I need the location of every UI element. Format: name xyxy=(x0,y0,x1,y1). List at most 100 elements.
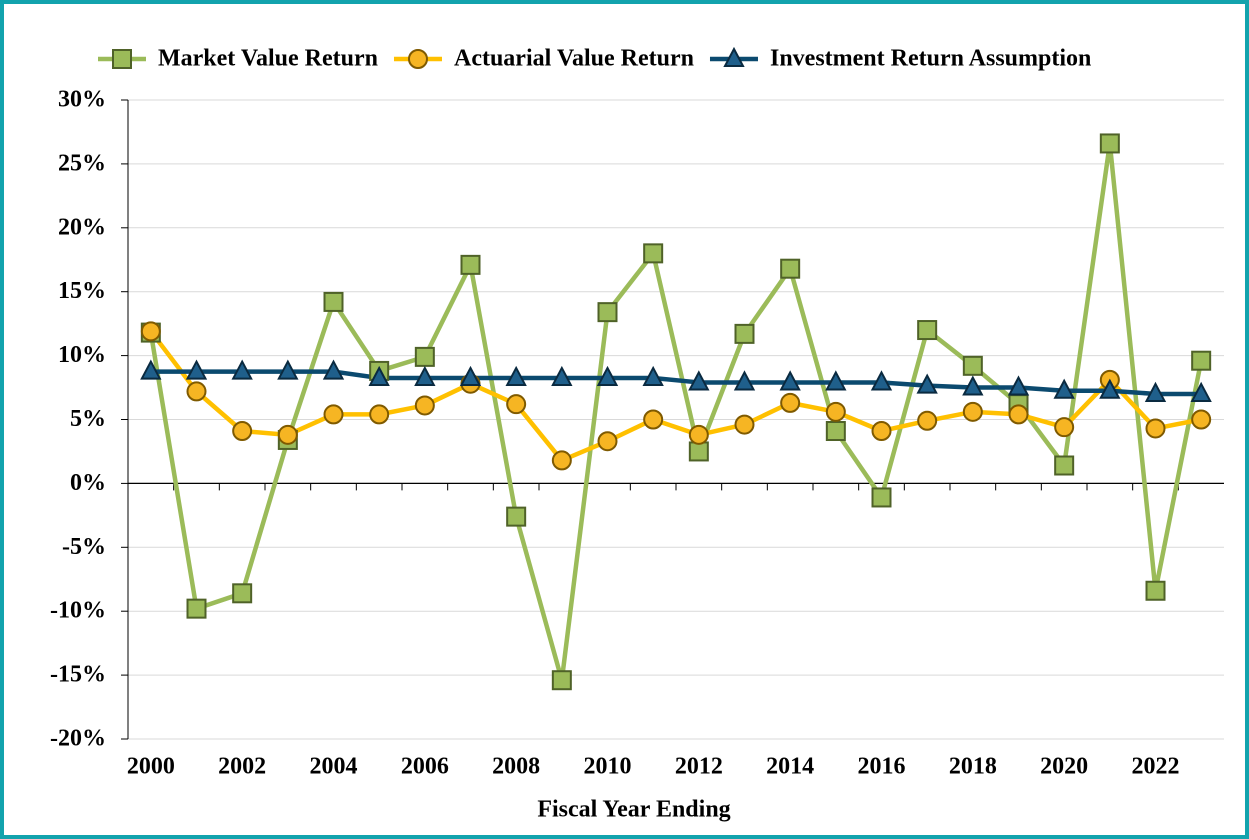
marker xyxy=(551,670,572,691)
marker xyxy=(1145,418,1166,439)
marker xyxy=(506,394,527,415)
x-tick-label: 2022 xyxy=(1132,754,1180,780)
marker xyxy=(917,410,938,431)
x-tick-label: 2002 xyxy=(218,754,266,780)
series-line xyxy=(150,369,1202,397)
marker xyxy=(916,373,938,394)
marker xyxy=(185,359,208,380)
marker xyxy=(551,450,572,471)
x-tick-label: 2020 xyxy=(1040,754,1088,780)
marker xyxy=(1144,381,1167,402)
y-tick-label: 30% xyxy=(58,87,106,113)
marker xyxy=(1191,409,1212,430)
marker xyxy=(1053,378,1075,399)
marker xyxy=(1099,378,1121,399)
marker xyxy=(1099,133,1120,154)
marker xyxy=(506,506,527,527)
marker xyxy=(369,404,390,425)
x-tick-label: 2014 xyxy=(766,754,814,780)
marker xyxy=(597,302,618,323)
marker xyxy=(414,346,435,367)
marker xyxy=(688,441,709,462)
marker xyxy=(1007,375,1030,396)
y-tick-label: 25% xyxy=(58,150,106,176)
marker xyxy=(1054,417,1075,438)
marker xyxy=(414,365,436,386)
marker xyxy=(551,365,573,386)
marker xyxy=(277,424,298,445)
legend-item: Investment Return Assumption xyxy=(709,46,1091,72)
marker xyxy=(232,421,253,442)
marker xyxy=(231,359,253,380)
marker xyxy=(140,359,162,380)
marker xyxy=(186,381,207,402)
x-tick-label: 2000 xyxy=(127,754,175,780)
marker xyxy=(962,401,983,422)
marker xyxy=(460,254,481,275)
legend-label: Actuarial Value Return xyxy=(454,46,694,72)
x-tick-label: 2016 xyxy=(858,754,906,780)
marker xyxy=(825,370,847,391)
marker xyxy=(642,365,664,386)
marker xyxy=(277,359,299,380)
y-tick-label: -5% xyxy=(62,534,106,560)
marker xyxy=(780,258,801,279)
y-tick-label: -10% xyxy=(50,598,106,624)
y-tick-label: 10% xyxy=(58,342,106,368)
x-tick-label: 2010 xyxy=(584,754,632,780)
marker xyxy=(871,421,892,442)
marker xyxy=(407,49,428,69)
marker xyxy=(688,424,709,445)
marker xyxy=(962,355,983,376)
marker xyxy=(1190,381,1212,402)
marker xyxy=(643,409,664,430)
marker xyxy=(825,401,846,422)
marker xyxy=(780,392,801,413)
marker xyxy=(688,370,710,391)
marker xyxy=(505,365,527,386)
y-tick-label: 5% xyxy=(70,406,106,432)
marker xyxy=(140,321,161,342)
x-tick-label: 2008 xyxy=(492,754,540,780)
marker xyxy=(459,365,482,386)
marker xyxy=(597,431,618,452)
y-tick-label: -20% xyxy=(50,726,106,752)
legend-label: Investment Return Assumption xyxy=(770,46,1091,72)
marker xyxy=(643,243,664,264)
x-axis-label: Fiscal Year Ending xyxy=(537,797,730,823)
marker xyxy=(779,370,801,391)
y-tick-label: 20% xyxy=(58,214,106,240)
y-tick-label: -15% xyxy=(50,662,106,688)
x-tick-label: 2012 xyxy=(675,754,723,780)
marker xyxy=(414,395,435,416)
marker xyxy=(1145,580,1166,601)
marker xyxy=(323,404,344,425)
x-tick-label: 2004 xyxy=(310,754,358,780)
marker xyxy=(368,365,390,386)
legend-label: Market Value Return xyxy=(158,46,378,72)
marker xyxy=(1054,455,1075,476)
marker xyxy=(1191,350,1212,371)
legend-item: Market Value Return xyxy=(98,46,378,72)
marker xyxy=(871,487,892,508)
marker xyxy=(323,291,344,312)
marker xyxy=(186,598,207,619)
marker xyxy=(734,323,755,344)
y-tick-label: 0% xyxy=(70,470,106,496)
marker xyxy=(962,375,984,396)
y-tick-label: 15% xyxy=(58,278,106,304)
marker xyxy=(232,583,253,604)
marker xyxy=(322,359,345,380)
marker xyxy=(870,370,893,391)
x-tick-label: 2018 xyxy=(949,754,997,780)
marker xyxy=(1008,404,1029,425)
marker xyxy=(112,49,132,69)
marker xyxy=(733,370,756,391)
legend-item: Actuarial Value Return xyxy=(393,46,694,72)
marker xyxy=(723,46,745,67)
marker xyxy=(917,320,938,341)
marker xyxy=(825,421,846,442)
x-tick-label: 2006 xyxy=(401,754,449,780)
